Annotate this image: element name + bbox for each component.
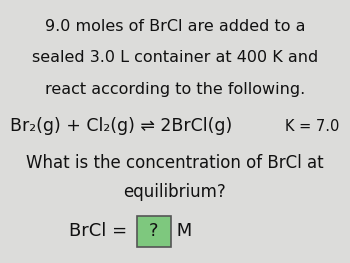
Text: sealed 3.0 L container at 400 K and: sealed 3.0 L container at 400 K and: [32, 50, 318, 65]
Text: Br₂(g) + Cl₂(g) ⇌ 2BrCl(g): Br₂(g) + Cl₂(g) ⇌ 2BrCl(g): [10, 117, 233, 135]
FancyBboxPatch shape: [137, 216, 171, 247]
Text: ?: ?: [149, 222, 159, 240]
Text: react according to the following.: react according to the following.: [45, 82, 305, 97]
Text: M: M: [171, 222, 192, 240]
Text: What is the concentration of BrCl at: What is the concentration of BrCl at: [26, 154, 324, 172]
Text: equilibrium?: equilibrium?: [124, 183, 226, 201]
Text: 9.0 moles of BrCl are added to a: 9.0 moles of BrCl are added to a: [45, 19, 305, 34]
Text: BrCl =: BrCl =: [69, 222, 133, 240]
Text: K = 7.0: K = 7.0: [285, 119, 340, 134]
